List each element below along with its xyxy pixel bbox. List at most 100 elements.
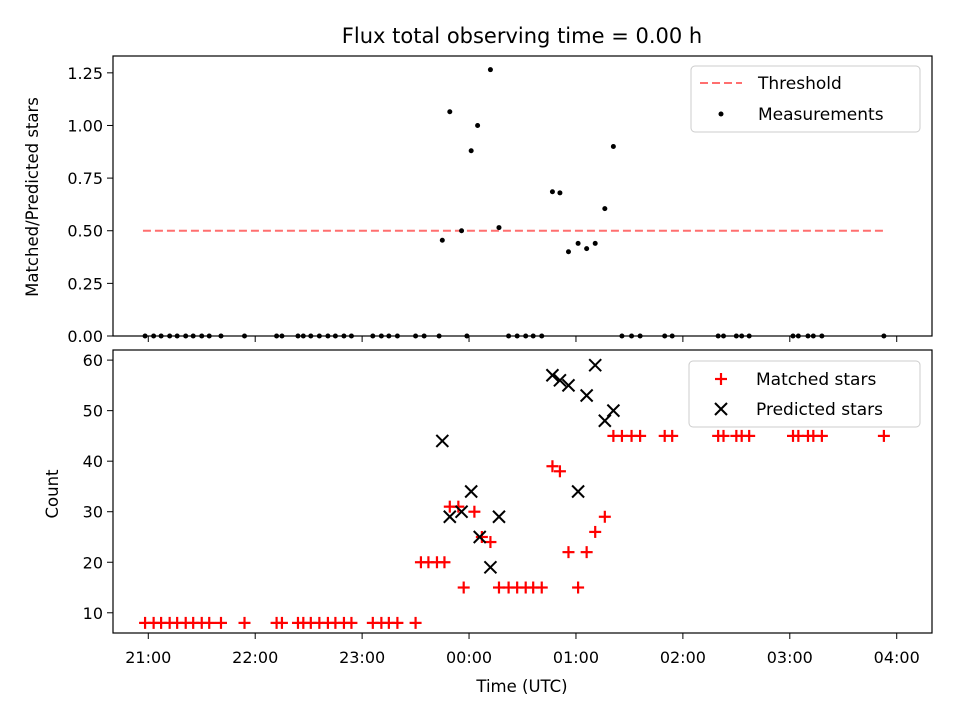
matched-star-point — [475, 530, 488, 543]
measurement-point — [439, 237, 445, 243]
matched-star-point — [562, 546, 575, 559]
bottom-y-tick-label: 30 — [83, 503, 103, 522]
predicted-legend-swatch — [714, 402, 728, 416]
matched-star-point — [203, 616, 216, 629]
top-y-tick-label: 1.25 — [67, 64, 103, 83]
top-y-tick-label: 0.50 — [67, 222, 103, 241]
measurement-point — [575, 240, 581, 246]
measurement-point — [487, 67, 493, 73]
predicted-star-point — [598, 414, 612, 428]
predicted-star-point — [473, 530, 487, 544]
top-y-tick-label: 1.00 — [67, 116, 103, 135]
predicted-star-point — [579, 388, 594, 403]
matched-star-point — [634, 429, 647, 442]
matched-star-point — [815, 429, 828, 442]
predicted-star-point — [588, 358, 602, 372]
bottom-legend-box — [688, 360, 921, 428]
measurement-point — [468, 148, 474, 154]
measurement-point — [459, 228, 465, 234]
x-tick-label: 22:00 — [232, 648, 278, 667]
bottom-ticks: 10 20 30 40 50 60 21:00 22:00 23:00 00:00 01:00 02:… — [83, 351, 920, 667]
measurement-point — [592, 240, 598, 246]
matched-star-point — [877, 429, 890, 442]
bottom-y-tick-label: 20 — [83, 553, 103, 572]
matched-star-point — [484, 536, 497, 549]
matched-star-point — [214, 616, 227, 629]
predicted-star-point — [443, 510, 457, 524]
predicted-star-point — [553, 373, 567, 388]
predicted-legend-label: Predicted stars — [756, 400, 883, 420]
x-tick-label: 02:00 — [660, 648, 706, 667]
matched-star-point — [391, 616, 404, 629]
x-axis-label: Time (UTC) — [475, 677, 567, 696]
top-y-tick-label: 0.25 — [67, 274, 103, 293]
threshold-legend-label: Threshold — [757, 74, 842, 94]
matched-star-point — [589, 525, 602, 538]
matched-star-point — [743, 429, 756, 442]
x-tick-label: 04:00 — [874, 648, 920, 667]
matched-star-point — [452, 500, 465, 513]
measurement-point — [475, 122, 481, 128]
matched-star-point — [666, 429, 679, 442]
matched-star-point — [572, 581, 585, 594]
top-y-tick-label: 0.75 — [67, 169, 103, 188]
figure-title: Flux total observing time = 0.00 h — [342, 24, 702, 48]
matched-star-point — [238, 616, 251, 629]
matched-star-point — [438, 556, 451, 569]
bottom-legend: Matched stars Predicted stars — [688, 360, 921, 428]
matched-star-point — [468, 505, 481, 518]
matched-star-point — [580, 546, 593, 559]
x-tick-label: 03:00 — [767, 648, 813, 667]
bottom-y-tick-label: 10 — [83, 604, 103, 623]
matched-legend-label: Matched stars — [756, 370, 876, 390]
matched-star-point — [717, 429, 730, 442]
matched-star-point — [598, 510, 611, 523]
top-axes-frame — [112, 55, 933, 337]
x-tick-label: 21:00 — [125, 648, 171, 667]
predicted-star-point — [464, 484, 478, 499]
measurement-point — [549, 189, 555, 195]
top-legend-box — [690, 65, 921, 133]
bottom-y-axis-label: Count — [43, 469, 62, 519]
predicted-star-point — [483, 560, 498, 575]
predicted-star-point — [435, 434, 450, 448]
matched-star-point — [535, 581, 548, 594]
matched-star-point — [275, 616, 288, 629]
predicted-star-point — [545, 368, 560, 382]
x-tick-label: 01:00 — [553, 648, 599, 667]
measurement-point — [447, 109, 453, 115]
ratio-panel: Matched/Predicted stars 0.00 0.25 0.50 0.75… — [23, 55, 933, 346]
predicted-star-point — [561, 378, 576, 393]
measurements-legend-swatch — [718, 111, 724, 117]
measurement-point — [610, 144, 616, 150]
measurement-point — [565, 249, 571, 255]
measurement-point — [557, 190, 563, 196]
matched-legend-swatch — [715, 373, 727, 385]
top-y-tick-label: 0.00 — [67, 327, 103, 346]
measurements-legend-label: Measurements — [758, 105, 884, 125]
bottom-plot-area — [139, 358, 890, 629]
predicted-star-point — [606, 403, 621, 418]
bottom-y-tick-label: 40 — [83, 452, 103, 471]
measurement-point — [496, 225, 502, 231]
predicted-star-point — [454, 505, 469, 519]
bottom-y-tick-label: 50 — [83, 402, 103, 421]
x-tick-label: 23:00 — [339, 648, 385, 667]
predicted-star-point — [492, 510, 506, 524]
matched-star-point — [409, 616, 422, 629]
matched-star-point — [345, 616, 358, 629]
top-ticks: 0.00 0.25 0.50 0.75 1.00 1.25 — [67, 64, 898, 346]
bottom-axes-frame — [112, 349, 933, 634]
matched-star-point — [457, 581, 470, 594]
top-legend: Threshold Measurements — [690, 65, 921, 133]
measurement-point — [602, 206, 608, 212]
count-panel: Count Time (UTC) 10 20 30 40 50 60 21:00 22:00 2… — [43, 349, 933, 696]
measurement-point — [584, 246, 590, 252]
bottom-y-tick-label: 60 — [83, 351, 103, 370]
x-tick-label: 00:00 — [446, 648, 492, 667]
predicted-star-point — [571, 484, 585, 499]
matched-star-point — [546, 460, 559, 473]
top-y-axis-label: Matched/Predicted stars — [23, 97, 42, 297]
matched-star-point — [553, 465, 566, 478]
